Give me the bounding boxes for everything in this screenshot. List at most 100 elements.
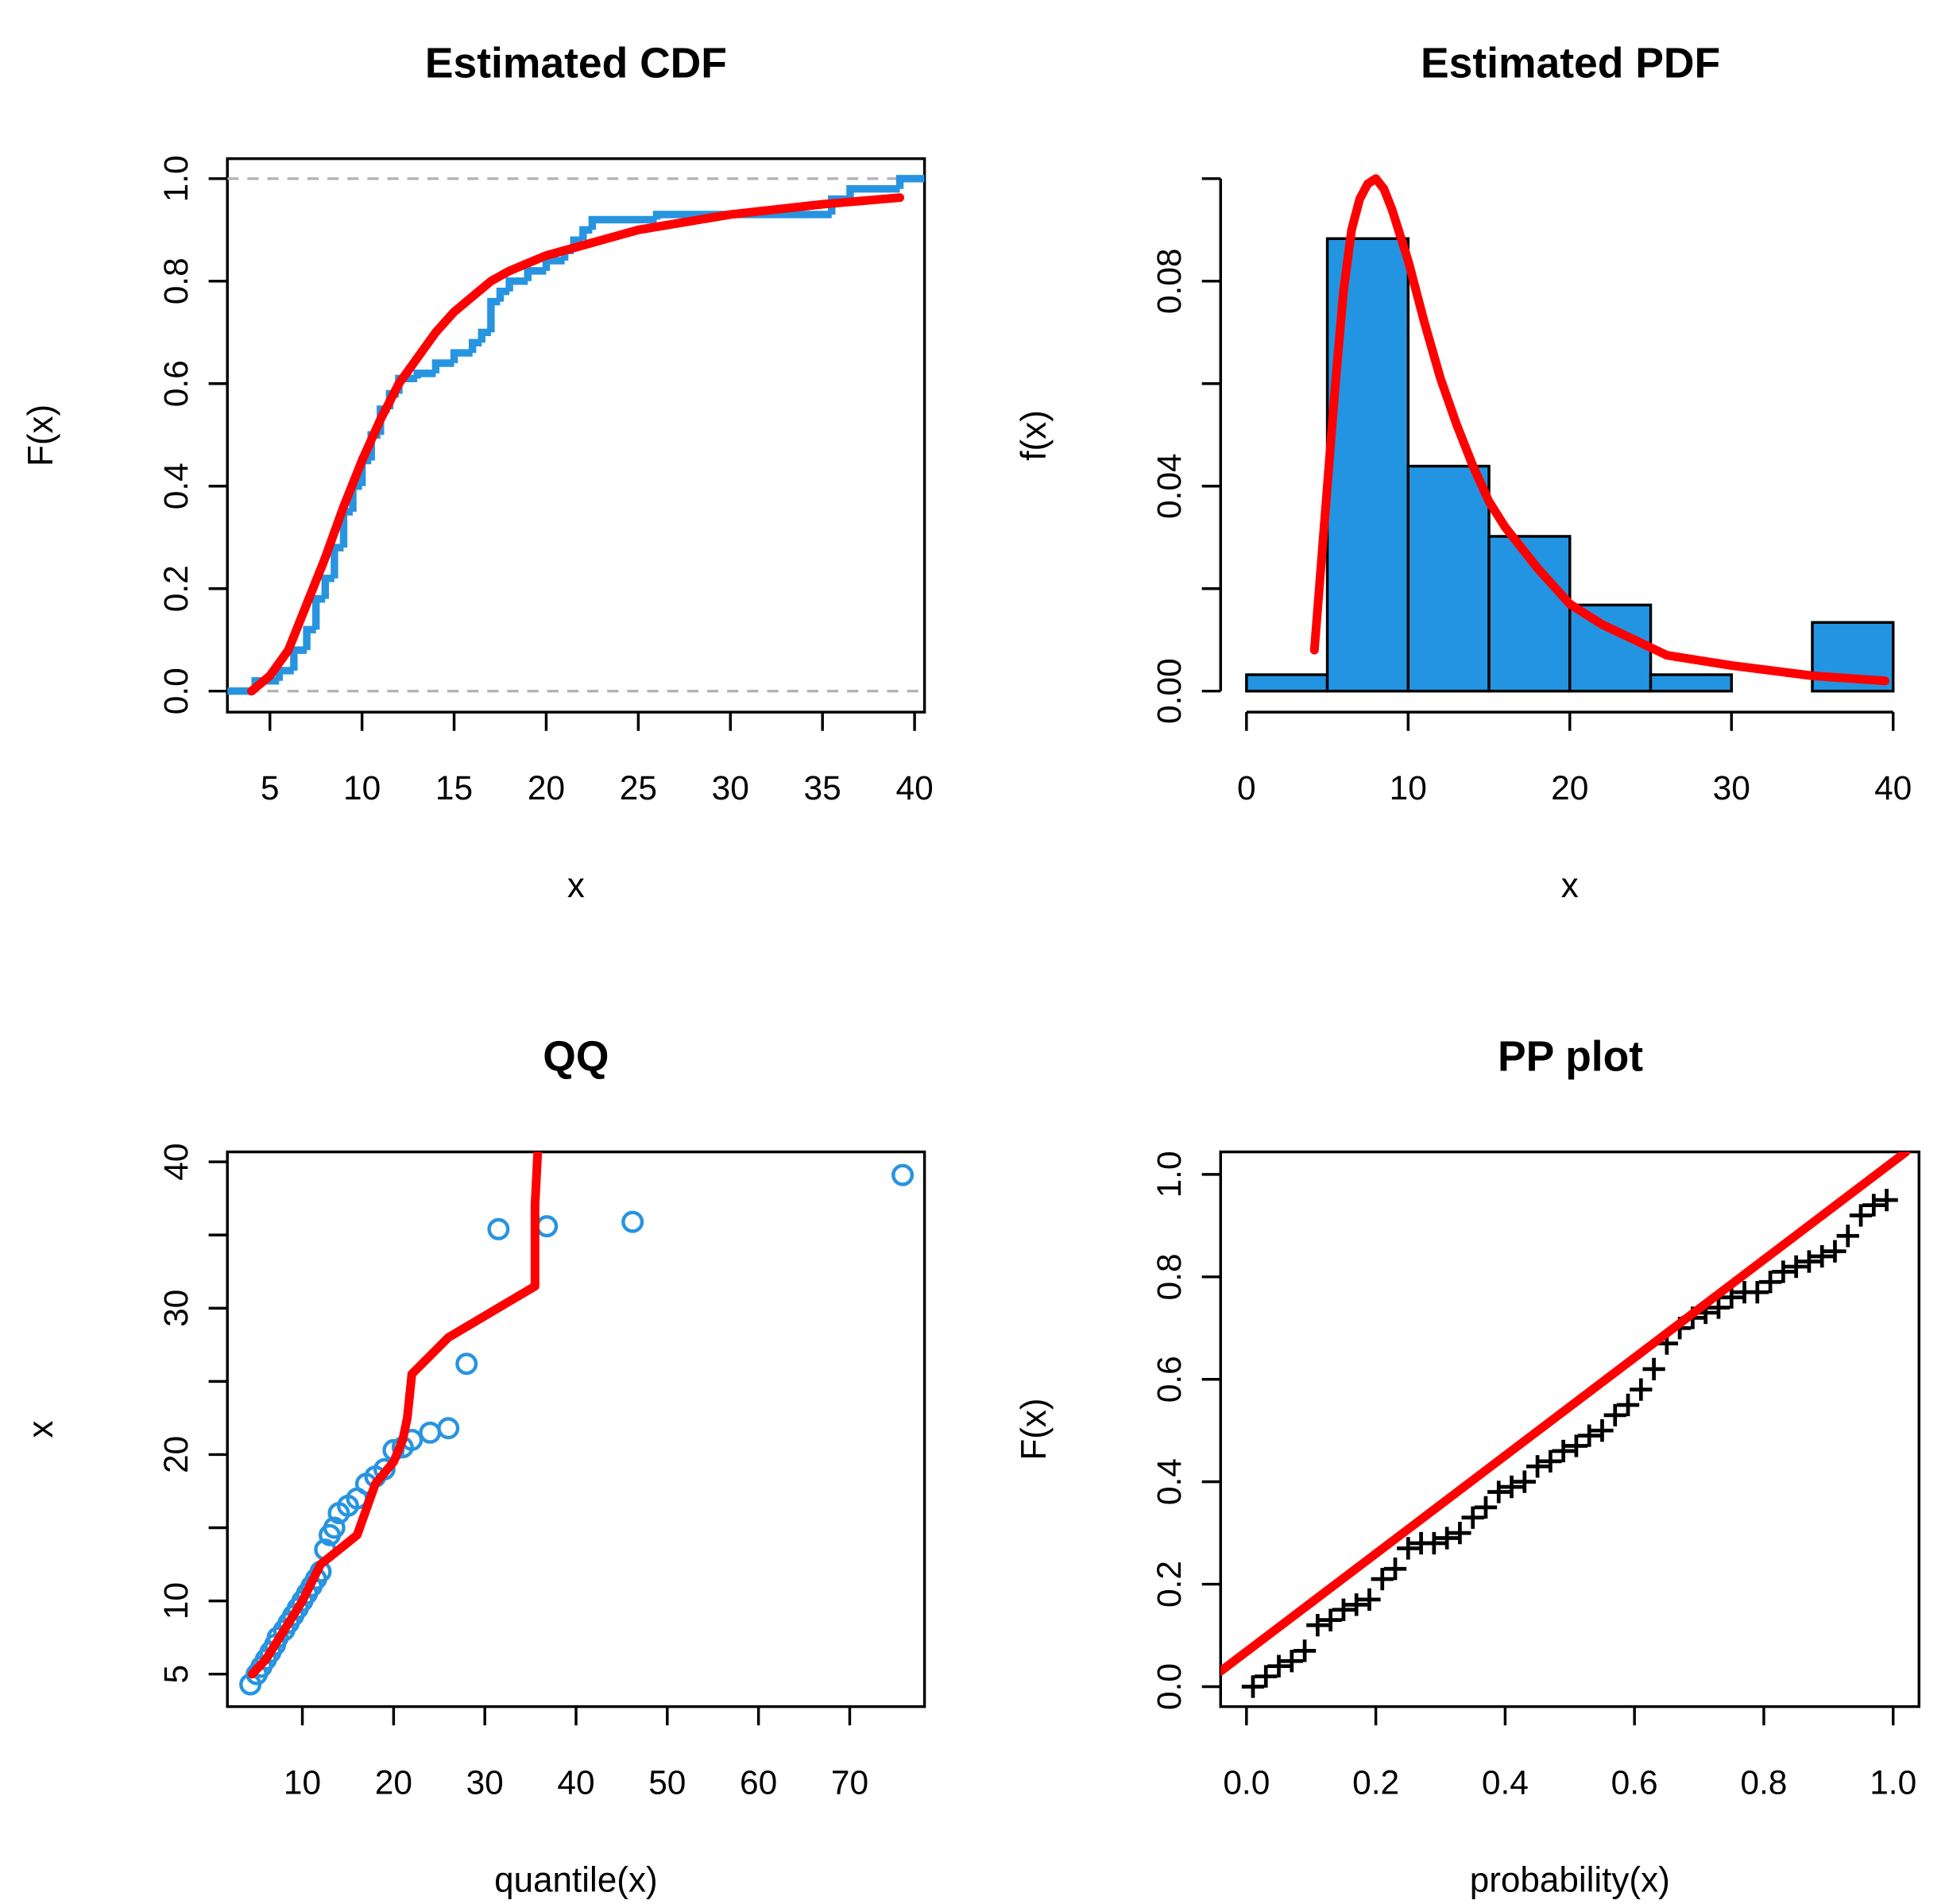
point <box>1875 1188 1898 1212</box>
y-tick-label: 0.2 <box>157 565 195 612</box>
ecdf-step <box>846 184 900 199</box>
y-tick-label: 0.4 <box>157 462 195 509</box>
y-tick-label: 0.8 <box>1150 1253 1188 1300</box>
point <box>1564 1434 1588 1457</box>
y-tick-label: 0.2 <box>1150 1561 1188 1608</box>
panel: Estimated PDF x f(x) 0 10 20 30 40 0.00 0.04 0.08 <box>1015 40 1912 904</box>
x-tick-label: 30 <box>466 1764 504 1801</box>
x-tick-label: 30 <box>712 769 749 807</box>
y-tick-label: 1.0 <box>157 155 195 202</box>
x-axis-label: quantile(x) <box>494 1860 658 1899</box>
point <box>536 1215 559 1238</box>
x-tick-label: 1.0 <box>1870 1764 1916 1801</box>
ecdf-step <box>339 508 354 548</box>
ecdf-step <box>413 370 436 379</box>
point <box>1630 1378 1653 1401</box>
point <box>891 1163 915 1186</box>
point <box>1758 1271 1782 1294</box>
point <box>1448 1521 1471 1545</box>
ecdf-step <box>588 215 657 230</box>
plot-frame <box>226 157 926 714</box>
point <box>1474 1496 1498 1519</box>
x-tick-label: 5 <box>261 769 280 807</box>
x-tick-label: 50 <box>648 1764 686 1801</box>
point <box>1461 1506 1484 1529</box>
y-tick-label: 0.6 <box>1150 1356 1188 1403</box>
ecdf-step <box>895 175 925 189</box>
ecdf-step <box>524 267 547 281</box>
ecdf-step <box>542 257 565 271</box>
y-tick-label: 0.0 <box>157 668 195 714</box>
ecdf-step <box>478 328 491 343</box>
y-tick-label: 1.0 <box>1150 1151 1188 1198</box>
y-tick-label: 0.00 <box>1150 658 1188 724</box>
y-tick-label: 10 <box>157 1582 195 1620</box>
x-axis-label: x <box>567 866 585 905</box>
x-tick-label: 0.0 <box>1223 1764 1270 1801</box>
x-tick-label: 20 <box>375 1764 412 1801</box>
x-tick-label: 40 <box>895 769 933 807</box>
fitted-line <box>247 193 905 696</box>
y-tick-label: 0.6 <box>157 360 195 407</box>
ecdf-step <box>331 544 344 579</box>
ecdf-step <box>496 287 510 302</box>
point <box>437 1417 460 1440</box>
point <box>1500 1475 1523 1499</box>
point <box>1797 1250 1821 1273</box>
point <box>1772 1260 1795 1283</box>
chart-title: Estimated PDF <box>1421 40 1720 87</box>
ecdf-step <box>579 226 593 241</box>
y-tick-label: 5 <box>157 1665 195 1684</box>
x-tick-label: 10 <box>284 1764 321 1801</box>
point <box>1603 1403 1626 1427</box>
point <box>1616 1393 1640 1417</box>
chart-title: QQ <box>543 1033 609 1080</box>
x-tick-label: 0.4 <box>1482 1764 1529 1801</box>
point <box>1345 1593 1368 1616</box>
point <box>1267 1654 1290 1678</box>
y-tick-label: 0.0 <box>1150 1663 1188 1710</box>
point <box>1397 1537 1420 1560</box>
point <box>323 1516 346 1539</box>
x-tick-label: 0.2 <box>1352 1764 1399 1801</box>
point <box>1836 1225 1859 1248</box>
x-axis-label: x <box>1561 866 1579 905</box>
ecdf-step <box>303 625 316 651</box>
x-tick-label: 40 <box>557 1764 594 1801</box>
point <box>1785 1255 1808 1279</box>
y-tick-label: 20 <box>157 1436 195 1473</box>
x-tick-label: 60 <box>740 1764 777 1801</box>
ecdf-step <box>505 277 528 292</box>
ecdf-step <box>275 667 294 681</box>
point <box>621 1210 644 1233</box>
ecdf-step <box>321 575 335 599</box>
y-axis-label: F(x) <box>21 404 60 466</box>
point <box>1720 1286 1743 1309</box>
x-tick-label: 25 <box>620 769 657 807</box>
x-axis-label: probability(x) <box>1470 1860 1670 1899</box>
fitted-line <box>1220 1151 1911 1676</box>
chart-title: Estimated CDF <box>425 40 727 87</box>
x-tick-label: 35 <box>804 769 841 807</box>
y-tick-label: 40 <box>157 1143 195 1180</box>
chart-title: PP plot <box>1498 1033 1643 1080</box>
y-tick-label: 0.4 <box>1150 1458 1188 1505</box>
plot-area <box>227 175 925 696</box>
y-axis-label: x <box>21 1421 60 1438</box>
bar <box>1568 603 1653 693</box>
x-tick-label: 20 <box>528 769 565 807</box>
x-tick-label: 70 <box>831 1764 868 1801</box>
plot-frame <box>226 1150 926 1709</box>
plot-area <box>239 1151 915 1696</box>
x-tick-label: 15 <box>435 769 473 807</box>
x-tick-label: 0 <box>1237 769 1256 807</box>
bar <box>1245 673 1329 693</box>
y-tick-label: 0.04 <box>1150 453 1188 519</box>
point <box>1849 1204 1873 1227</box>
point <box>1241 1675 1265 1698</box>
ecdf-step <box>311 594 326 630</box>
panel: PP plot probability(x) F(x) 0.0 0.2 0.4 0.6 0.8… <box>1015 1033 1920 1899</box>
bar <box>1406 464 1491 693</box>
